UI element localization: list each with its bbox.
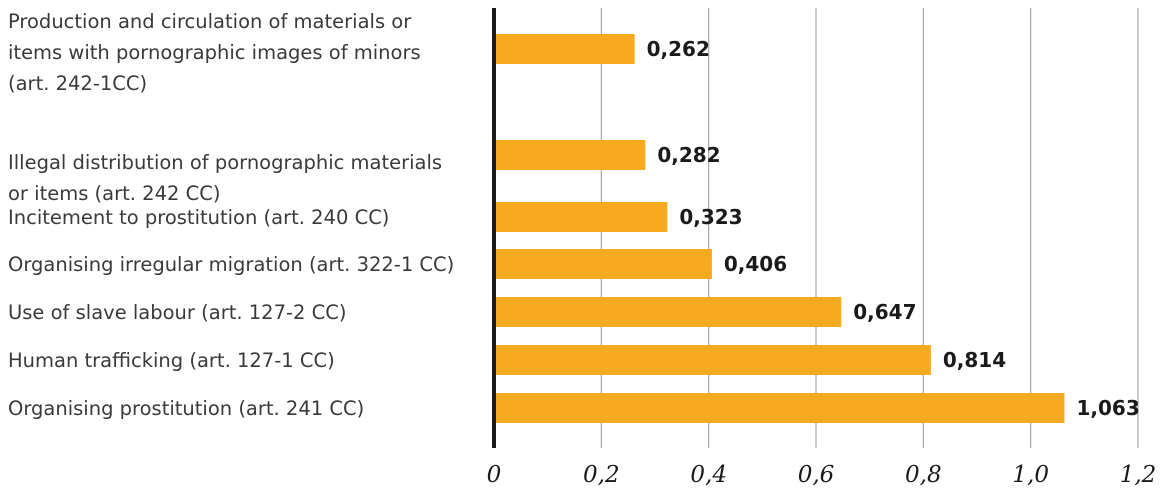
x-tick-label: 0,6 [798,462,835,488]
data-label: 0,814 [943,348,1006,372]
data-label: 1,063 [1076,396,1139,420]
x-tick-label: 1,0 [1012,462,1049,488]
x-tick-label: 0,2 [583,462,620,488]
bar [494,345,931,375]
bars [494,34,1065,423]
bar [494,34,635,64]
bar [494,202,668,232]
data-label: 0,262 [647,37,710,61]
category-label: (art. 242-1CC) [8,72,147,95]
data-label: 0,406 [724,252,787,276]
bar [494,140,646,170]
value-labels: 0,262 0,282 0,323 0,406 0,647 0,814 1,063 [647,37,1140,420]
category-label: Organising prostitution (art. 241 CC) [8,397,364,420]
category-label: Organising irregular migration (art. 322… [8,253,454,276]
x-tick-label: 1,2 [1120,462,1157,488]
x-tick-label: 0,4 [690,462,727,488]
category-label: items with pornographic images of minors [8,41,421,64]
x-tick-labels: 0 0,2 0,4 0,6 0,8 1,0 1,2 [487,462,1157,488]
x-tick-label: 0 [487,462,502,488]
category-label: Incitement to prostitution (art. 240 CC) [8,206,389,229]
bar [494,393,1065,423]
data-label: 0,323 [679,205,742,229]
category-labels: Production and circulation of materials … [8,10,454,420]
category-label: Illegal distribution of pornographic mat… [8,151,442,174]
category-label: Human trafficking (art. 127-1 CC) [8,349,335,372]
category-label: Production and circulation of materials … [8,10,412,33]
category-label: or items (art. 242 CC) [8,182,220,205]
data-label: 0,647 [853,300,916,324]
category-label: Use of slave labour (art. 127-2 CC) [8,301,346,324]
data-label: 0,282 [657,143,720,167]
bar [494,297,842,327]
bar [494,249,712,279]
x-tick-label: 0,8 [905,462,942,488]
